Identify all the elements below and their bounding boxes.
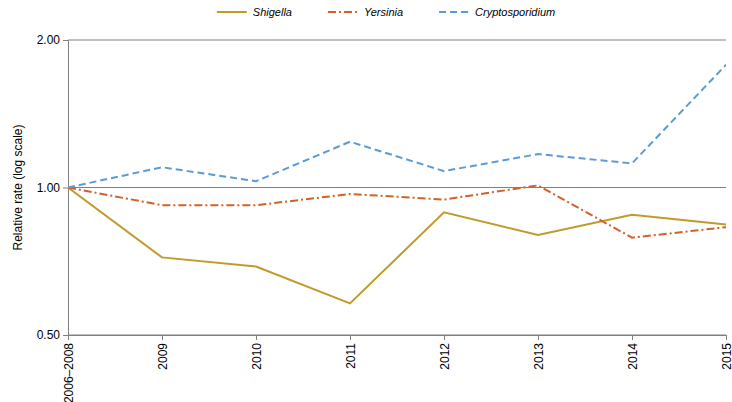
legend-swatch [328,11,358,13]
y-tick: 1.00 [37,181,68,195]
x-tick: 2012 [438,335,452,370]
legend-label: Cryptosporidium [475,6,555,18]
x-tick: 2015 [720,335,732,370]
y-axis-line [63,41,69,336]
x-tick-label: 2013 [532,343,546,370]
y-tick-mark [63,40,68,41]
x-tick: 2013 [532,335,546,370]
x-tick-label: 2012 [438,343,452,370]
y-tick-mark [63,335,68,336]
x-tick-mark [444,335,445,340]
x-tick: 2009 [156,335,170,370]
x-tick-mark [350,335,351,340]
legend-item: Cryptosporidium [439,6,555,18]
y-axis-title: Relative rate (log scale) [11,124,25,250]
x-tick-mark [162,335,163,340]
y-tick-label: 1.00 [37,181,61,195]
x-tick-label: 2006–2008 [62,343,76,402]
y-tick-label: 0.50 [37,328,61,342]
plot-lines [68,65,726,304]
x-tick-label: 2014 [626,343,640,370]
y-tick: 0.50 [37,328,68,342]
legend-swatch [439,11,469,13]
x-tick-label: 2010 [250,343,264,370]
legend-label: Shigella [253,6,292,18]
grid [68,40,726,335]
chart: 0.50 1.00 2.00 2006–2008 2009 2010 2011 2012 201… [0,0,732,402]
legend-item: Shigella [217,6,292,18]
y-axis: 0.50 1.00 2.00 [37,33,69,342]
x-tick-mark [632,335,633,340]
x-tick: 2014 [626,335,640,370]
grid-line [68,187,726,188]
y-tick-label: 2.00 [37,33,61,47]
x-tick-mark [726,335,727,340]
x-tick-label: 2015 [720,343,732,370]
grid-line [68,40,726,41]
x-tick: 2011 [344,335,358,369]
x-tick: 2010 [250,335,264,370]
x-tick: 2006–2008 [62,335,76,402]
x-axis-line [69,336,727,341]
y-tick-mark [63,188,68,189]
x-tick-mark [538,335,539,340]
legend-item: Yersinia [328,6,403,18]
x-tick-label: 2009 [156,343,170,370]
series-line [68,65,726,188]
x-tick-mark [256,335,257,340]
x-tick-mark [68,335,69,340]
x-tick-label: 2011 [344,343,358,369]
legend-label: Yersinia [364,6,403,18]
series-line [68,185,726,237]
y-tick: 2.00 [37,33,68,47]
legend-swatch [217,11,247,13]
legend: Shigella Yersinia Cryptosporidium [217,6,555,18]
x-axis: 2006–2008 2009 2010 2011 2012 2013 2014 2015 [62,335,732,402]
